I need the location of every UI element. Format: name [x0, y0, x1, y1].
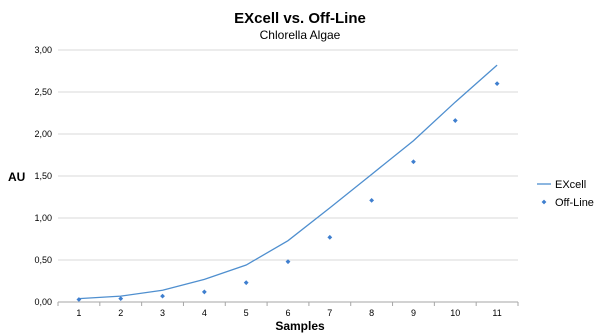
- data-point: [243, 280, 249, 286]
- data-point: [201, 289, 207, 295]
- y-tick-label: 1,50: [34, 171, 52, 181]
- x-tick-label: 2: [118, 308, 123, 318]
- x-axis-label: Samples: [275, 319, 325, 333]
- y-axis-label: AU: [8, 170, 25, 184]
- legend-item: Off-Line: [541, 197, 594, 209]
- x-tick-label: 3: [160, 308, 165, 318]
- x-tick-label: 7: [327, 308, 332, 318]
- series-off-line: [76, 81, 500, 302]
- chart-subtitle: Chlorella Algae: [260, 28, 341, 42]
- y-tick-label: 2,50: [34, 87, 52, 97]
- x-tick-label: 11: [492, 308, 501, 318]
- data-point: [411, 159, 416, 165]
- legend: EXcell Off-Line: [537, 179, 594, 209]
- legend-marker-swatch: [541, 199, 547, 205]
- data-point: [285, 259, 291, 265]
- data-point: [494, 81, 500, 86]
- x-tick-label: 8: [369, 308, 374, 318]
- data-point: [452, 118, 458, 123]
- data-point: [76, 297, 82, 302]
- x-axis: [57, 301, 519, 306]
- series-layer: [76, 64, 500, 302]
- gridlines: [58, 49, 518, 261]
- x-tick-label: 6: [285, 308, 290, 318]
- data-point: [160, 293, 165, 299]
- series-line: [78, 64, 498, 300]
- y-tick-label: 0,00: [34, 297, 52, 307]
- y-tick-label: 3,00: [34, 45, 52, 55]
- y-tick-labels: 0,00 0,50 1,00 1,50 2,00 2,50 3,00: [34, 45, 52, 307]
- legend-label: Off-Line: [555, 197, 594, 209]
- series-excell: [78, 64, 498, 300]
- legend-label: EXcell: [555, 179, 586, 191]
- x-tick-label: 5: [244, 308, 249, 318]
- y-tick-label: 2,00: [34, 129, 52, 139]
- y-tick-label: 1,00: [34, 213, 52, 223]
- x-tick-label: 4: [202, 308, 207, 318]
- legend-item: EXcell: [537, 179, 586, 191]
- x-tick-label: 1: [76, 308, 81, 318]
- x-tick-label: 9: [411, 308, 416, 318]
- x-tick-label: 10: [450, 308, 460, 318]
- data-point: [369, 197, 375, 203]
- chart-title: EXcell vs. Off-Line: [234, 10, 366, 27]
- data-point: [327, 234, 333, 240]
- x-tick-labels: 1 2 3 4 5 6 7 8 9 10 11: [76, 308, 501, 318]
- data-point: [118, 296, 124, 302]
- y-tick-label: 0,50: [34, 255, 52, 265]
